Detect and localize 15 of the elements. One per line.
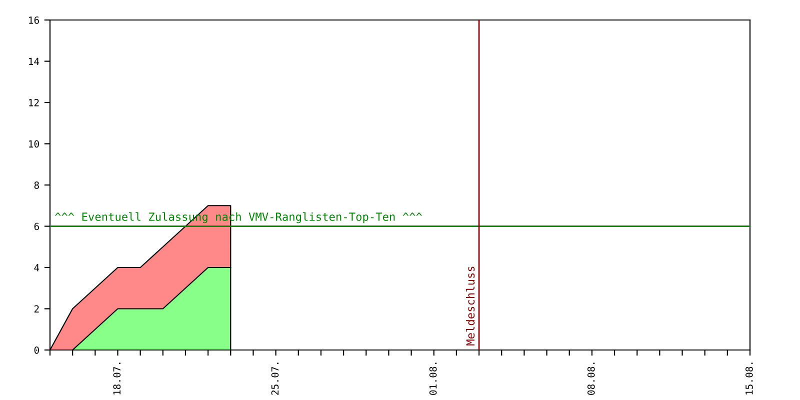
x-tick-label: 08.08. — [587, 362, 595, 395]
y-tick-label: 0 — [34, 346, 39, 354]
y-tick-label: 16 — [29, 16, 39, 24]
ref-line-label: Meldeschluss — [466, 266, 475, 346]
y-tick-label: 8 — [34, 182, 39, 189]
x-tick-label: 15.08. — [745, 362, 753, 394]
y-tick-label: 2 — [34, 305, 39, 312]
y-tick-label: 10 — [29, 140, 39, 148]
y-tick-label: 14 — [29, 58, 40, 65]
y-tick-label: 6 — [34, 222, 39, 230]
y-tick-label: 12 — [29, 99, 39, 106]
x-tick-label: 01.08. — [429, 362, 437, 395]
x-tick-label: 18.07. — [113, 362, 121, 394]
y-tick-label: 4 — [34, 264, 40, 272]
x-tick-label: 25.07. — [271, 362, 279, 395]
